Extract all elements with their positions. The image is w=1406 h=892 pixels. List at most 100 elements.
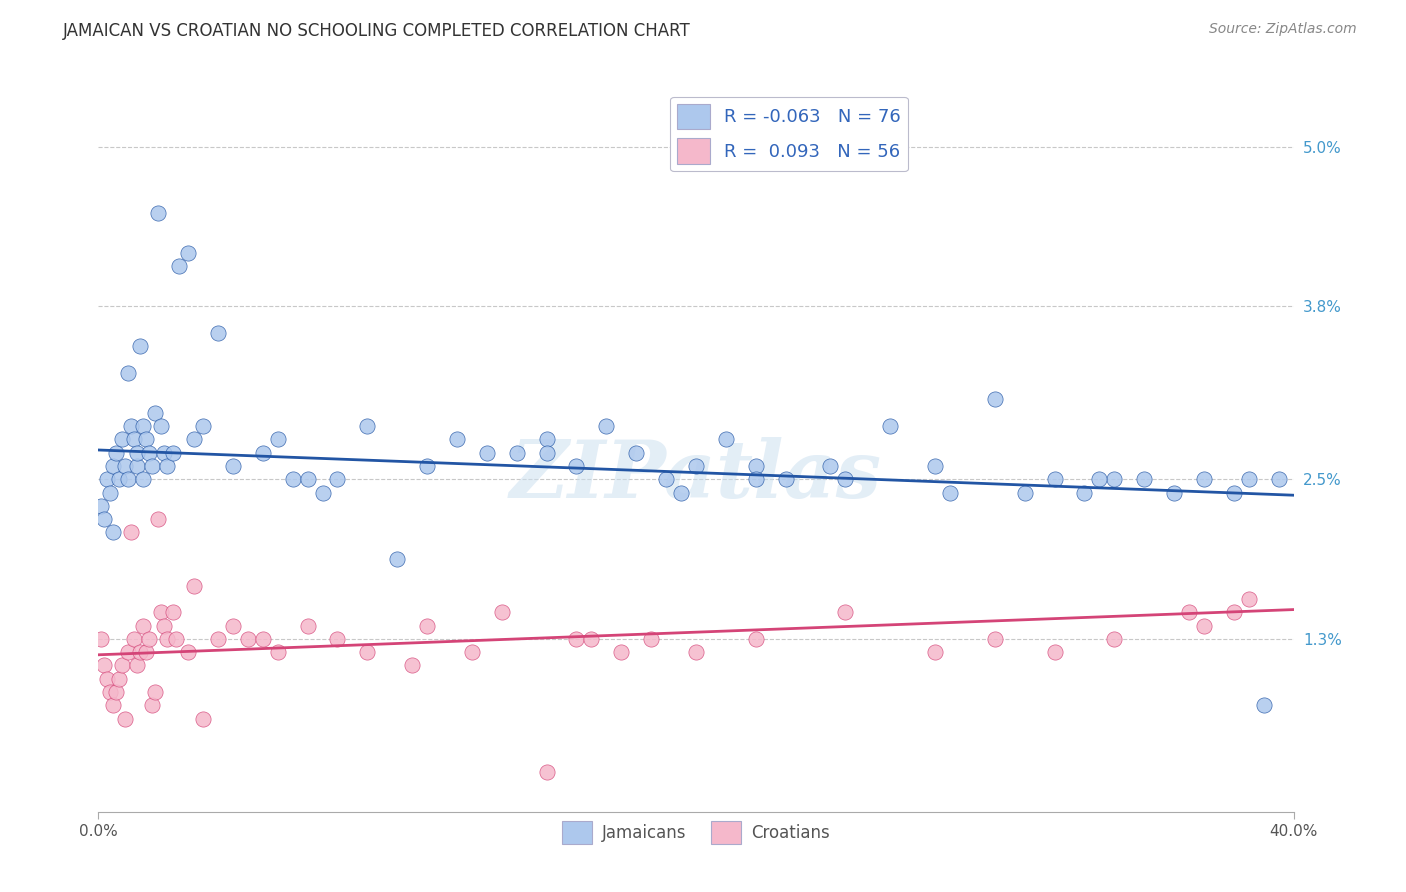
Point (177, 645, 200, 659)
Point (96, 472, 118, 486)
Point (446, 433, 468, 447)
Point (132, 419, 155, 434)
Point (156, 632, 179, 646)
Point (820, 458, 842, 473)
Point (595, 419, 617, 434)
Point (267, 433, 290, 447)
Point (236, 632, 259, 646)
Point (356, 645, 378, 659)
Point (141, 458, 163, 473)
Point (124, 433, 146, 447)
Point (103, 458, 125, 473)
Point (1043, 645, 1066, 659)
Point (461, 645, 484, 659)
Point (1223, 605, 1246, 619)
Point (129, 339, 152, 353)
Point (385, 552, 409, 566)
Point (124, 632, 146, 646)
Point (1237, 472, 1260, 486)
Point (153, 618, 176, 632)
Point (117, 472, 139, 486)
Point (135, 433, 157, 447)
Point (103, 525, 125, 540)
Point (775, 472, 797, 486)
Point (416, 618, 439, 632)
Point (297, 618, 319, 632)
Point (1237, 591, 1260, 606)
Point (207, 632, 229, 646)
Point (1014, 485, 1036, 500)
Point (1192, 472, 1215, 486)
Point (143, 406, 166, 420)
Point (162, 445, 184, 459)
Point (132, 472, 155, 486)
Point (222, 618, 245, 632)
Point (626, 445, 648, 459)
Point (506, 445, 529, 459)
Point (98, 685, 122, 699)
Point (148, 206, 170, 220)
Point (108, 472, 131, 486)
Point (669, 485, 692, 500)
Point (98, 485, 122, 500)
Point (401, 658, 423, 673)
Point (281, 472, 304, 486)
Point (162, 605, 184, 619)
Point (117, 366, 139, 380)
Point (745, 472, 768, 486)
Point (183, 433, 205, 447)
Point (581, 632, 603, 646)
Point (536, 445, 558, 459)
Point (114, 712, 136, 726)
Point (114, 458, 136, 473)
Point (475, 445, 498, 459)
Point (326, 472, 349, 486)
Point (1267, 472, 1289, 486)
Point (745, 458, 768, 473)
Point (1133, 472, 1156, 486)
Point (1088, 472, 1111, 486)
Point (491, 605, 513, 619)
Point (93, 512, 115, 526)
Point (103, 698, 125, 713)
Point (108, 672, 131, 686)
Point (565, 632, 588, 646)
Point (565, 458, 588, 473)
Point (207, 326, 229, 340)
Text: ZIPatlas: ZIPatlas (510, 436, 882, 514)
Point (120, 525, 142, 540)
Point (127, 658, 149, 673)
Point (416, 458, 439, 473)
Point (93, 658, 115, 673)
Point (536, 764, 558, 779)
Point (138, 632, 160, 646)
Text: JAMAICAN VS CROATIAN NO SCHOOLING COMPLETED CORRELATION CHART: JAMAICAN VS CROATIAN NO SCHOOLING COMPLE… (63, 22, 690, 40)
Point (165, 632, 187, 646)
Point (252, 445, 274, 459)
Point (183, 579, 205, 593)
Point (685, 645, 707, 659)
Point (1163, 485, 1185, 500)
Point (714, 433, 737, 447)
Point (311, 485, 333, 500)
Point (135, 645, 157, 659)
Point (1043, 472, 1066, 486)
Point (1192, 618, 1215, 632)
Point (191, 712, 214, 726)
Point (111, 658, 134, 673)
Point (127, 458, 149, 473)
Point (117, 645, 139, 659)
Point (191, 419, 214, 434)
Point (90, 499, 112, 513)
Point (685, 458, 707, 473)
Legend: Jamaicans, Croatians: Jamaicans, Croatians (555, 814, 837, 851)
Point (834, 472, 856, 486)
Point (222, 458, 245, 473)
Point (138, 445, 160, 459)
Point (610, 645, 633, 659)
Point (640, 632, 662, 646)
Point (879, 419, 901, 434)
Text: Source: ZipAtlas.com: Source: ZipAtlas.com (1209, 22, 1357, 37)
Point (153, 445, 176, 459)
Point (1104, 472, 1126, 486)
